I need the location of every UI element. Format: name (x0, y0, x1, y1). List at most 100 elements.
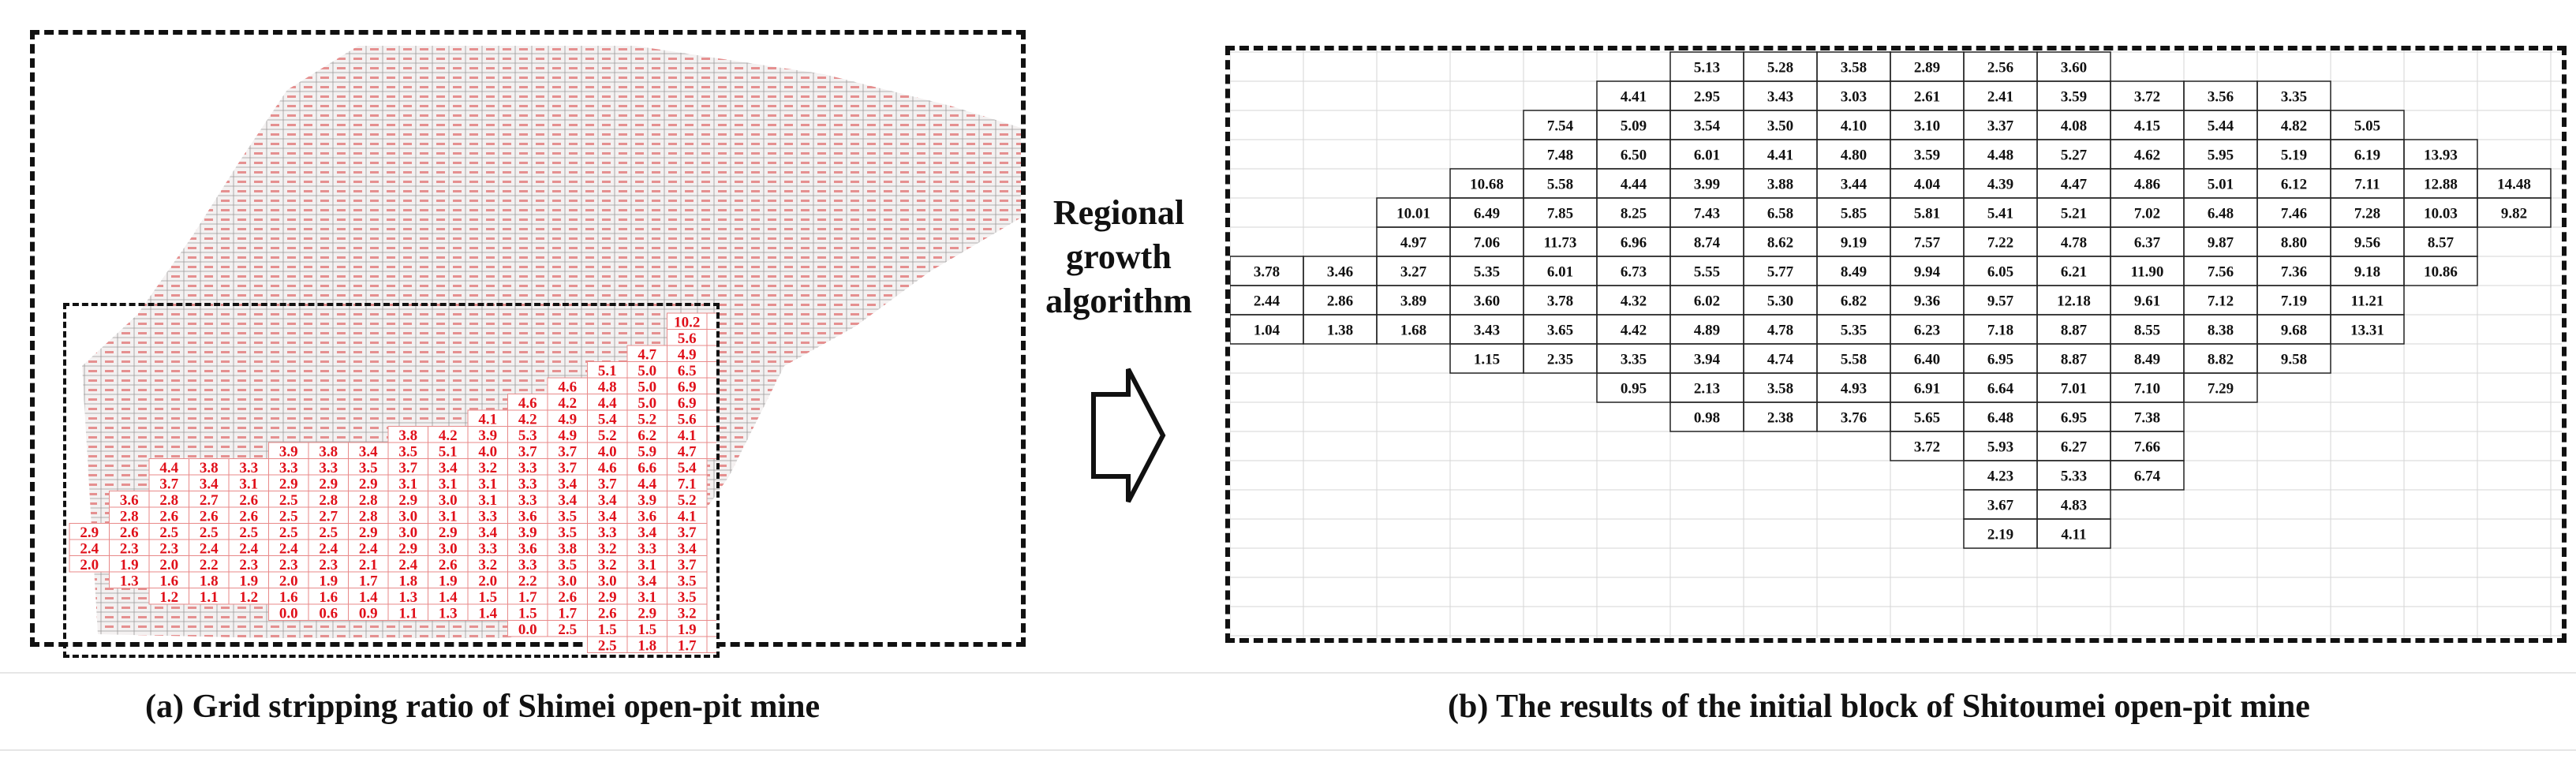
ratio-value: 0.0 (279, 605, 298, 622)
ratio-value: 2.9 (80, 525, 99, 541)
block-value: 8.49 (1841, 264, 1867, 281)
ratio-value: 3.8 (558, 540, 577, 557)
ratio-value: 6.9 (678, 395, 697, 412)
arrow-label-line: Regional (1052, 193, 1185, 232)
block-value: 6.37 (2134, 235, 2161, 252)
block-cell (2183, 372, 2258, 403)
ratio-value: 2.5 (279, 508, 298, 525)
block-value: 3.78 (1547, 293, 1573, 310)
ratio-value: 3.8 (398, 428, 417, 444)
block-value: 9.94 (1914, 264, 1941, 281)
ratio-value: 3.3 (518, 460, 537, 476)
ratio-value: 3.7 (678, 557, 697, 573)
block-value: 3.37 (1987, 118, 2014, 135)
ratio-value: 5.6 (678, 411, 697, 428)
ratio-value: 3.4 (439, 460, 458, 476)
block-value: 13.93 (2424, 147, 2458, 164)
block-value: 4.80 (1841, 147, 1867, 164)
ratio-value: 2.5 (598, 637, 617, 654)
block-value: 6.91 (1914, 381, 1940, 398)
block-value: 6.05 (1987, 264, 2013, 281)
ratio-value: 3.5 (558, 557, 577, 573)
ratio-value: 3.1 (439, 508, 458, 525)
block-value: 1.15 (1474, 352, 1500, 368)
block-value: 4.32 (1621, 293, 1647, 310)
ratio-cell (706, 636, 716, 653)
ratio-value: 2.6 (558, 589, 577, 606)
ratio-value: 3.0 (398, 525, 417, 541)
ratio-value: 5.1 (598, 363, 617, 379)
block-value: 12.88 (2424, 177, 2458, 193)
ratio-value: 1.6 (279, 589, 298, 606)
block-value: 6.12 (2281, 177, 2307, 193)
block-value: 3.44 (1841, 177, 1868, 193)
block-value: 3.27 (1400, 264, 1427, 281)
ratio-value: 3.4 (478, 525, 497, 541)
block-value: 4.62 (2134, 147, 2160, 164)
ratio-value: 3.5 (558, 508, 577, 525)
block-value: 7.28 (2354, 206, 2380, 222)
ratio-value: 3.6 (518, 540, 537, 557)
ratio-value: 6.9 (678, 379, 697, 395)
block-cell (2330, 314, 2405, 345)
block-value: 7.43 (1694, 206, 1720, 222)
ratio-value: 2.2 (200, 557, 219, 573)
ratio-value: 1.9 (678, 622, 697, 638)
block-value: 6.50 (1621, 147, 1647, 164)
block-value: 6.64 (1987, 381, 2014, 398)
block-value: 3.78 (1254, 264, 1280, 281)
block-value: 7.06 (1474, 235, 1500, 252)
ratio-value: 7.1 (678, 476, 697, 492)
ratio-value: 2.5 (558, 622, 577, 638)
block-value: 7.11 (2354, 177, 2380, 193)
caption-panel-b: (b) The results of the initial block of … (1448, 689, 2310, 725)
block-value: 4.89 (1694, 323, 1720, 339)
ratio-value: 4.0 (598, 443, 617, 460)
ratio-value: 2.3 (159, 540, 178, 557)
stripping-ratio-inset-grid: 10.26.24.44.46.65.65.14.34.54.64.74.94.6… (69, 312, 716, 654)
block-value: 8.82 (2208, 352, 2234, 368)
block-value: 6.73 (1621, 264, 1647, 281)
ratio-value: 3.1 (478, 492, 497, 509)
ratio-value: 2.4 (398, 557, 417, 573)
ratio-value: 1.7 (518, 589, 537, 606)
ratio-value: 2.6 (439, 557, 458, 573)
ratio-value: 2.9 (279, 476, 298, 492)
caption-panel-a: (a) Grid stripping ratio of Shimei open-… (145, 689, 821, 725)
block-value: 8.74 (1694, 235, 1721, 252)
ratio-cell (706, 409, 716, 427)
block-value: 6.27 (2061, 439, 2088, 456)
ratio-value: 3.2 (478, 557, 497, 573)
block-value: 1.38 (1327, 323, 1353, 339)
block-value: 4.08 (2061, 118, 2087, 135)
ratio-value: 4.2 (518, 411, 537, 428)
block-value: 4.48 (1987, 147, 2013, 164)
ratio-value: 4.4 (159, 460, 178, 476)
ratio-cell (706, 329, 716, 346)
ratio-value: 1.2 (239, 589, 258, 606)
ratio-value: 1.4 (439, 589, 458, 606)
ratio-value: 2.9 (319, 476, 338, 492)
ratio-value: 1.9 (439, 573, 458, 589)
block-value: 12.18 (2057, 293, 2091, 310)
block-value: 6.23 (1914, 323, 1940, 339)
panel-b-frame: 5.13 5.28 3.58 2.89 2.56 3.60 4.41 2.95 3.43 3.03… (1225, 46, 2567, 643)
block-value: 2.13 (1694, 381, 1720, 398)
ratio-value: 3.7 (398, 460, 417, 476)
block-value: 7.36 (2281, 264, 2307, 281)
ratio-value: 3.3 (319, 460, 338, 476)
ratio-value: 3.9 (518, 525, 537, 541)
ratio-value: 3.3 (637, 540, 656, 557)
block-value: 6.95 (2061, 410, 2087, 427)
block-value: 4.78 (1767, 323, 1793, 339)
ratio-value: 2.6 (598, 605, 617, 622)
ratio-value: 5.2 (637, 411, 656, 428)
ratio-value: 2.7 (319, 508, 338, 525)
ratio-value: 4.6 (558, 379, 577, 395)
ratio-value: 2.0 (80, 557, 99, 573)
block-value: 5.27 (2061, 147, 2088, 164)
ratio-value: 1.3 (398, 589, 417, 606)
block-value: 3.50 (1767, 118, 1793, 135)
ratio-value: 2.3 (239, 557, 258, 573)
ratio-value: 2.8 (359, 508, 378, 525)
